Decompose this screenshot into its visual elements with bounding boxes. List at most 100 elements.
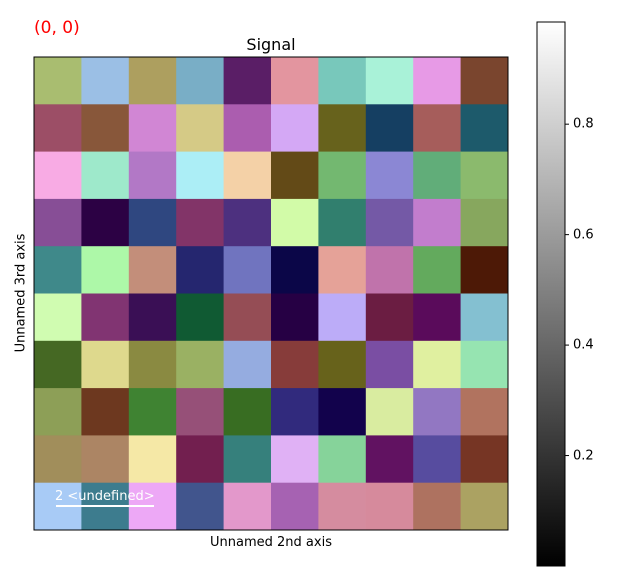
heatmap-cell-r5-c7 [365,293,414,342]
heatmap-cell-r1-c9 [460,104,509,153]
heatmap-cell-r1-c5 [271,104,319,153]
heatmap-cell-r6-c3 [176,340,225,389]
heatmap-cell-r8-c3 [176,435,225,484]
heatmap-cell-r7-c4 [223,388,272,436]
heatmap-cell-r2-c2 [128,151,177,200]
heatmap-cell-r1-c7 [365,104,414,153]
heatmap-cell-r2-c1 [81,151,130,200]
heatmap-cell-r4-c0 [34,246,82,294]
heatmap-cell-r3-c4 [223,198,272,247]
heatmap-cell-r0-c3 [176,57,225,105]
heatmap-cell-r8-c4 [223,435,272,484]
heatmap-cell-r6-c6 [318,340,367,389]
heatmap-cell-r5-c4 [223,293,272,342]
heatmap-cell-r8-c5 [271,435,319,484]
heatmap-cell-r3-c3 [176,198,225,247]
heatmap-cell-r6-c9 [460,340,509,389]
heatmap-cell-r0-c1 [81,57,130,105]
heatmap-cell-r3-c8 [413,198,462,247]
heatmap-cell-r3-c9 [460,198,509,247]
heatmap-cell-r2-c3 [176,151,225,200]
heatmap-cell-r4-c9 [460,246,509,294]
heatmap-cell-r6-c7 [365,340,414,389]
heatmap-cell-r9-c9 [460,482,509,531]
heatmap-cell-r0-c0 [34,57,82,105]
heatmap-cell-r2-c0 [34,151,82,200]
heatmap-cell-r9-c6 [318,482,367,531]
heatmap-cell-r4-c8 [413,246,462,294]
heatmap-cell-r0-c2 [128,57,177,105]
heatmap-cell-r4-c7 [365,246,414,294]
heatmap-cell-r5-c6 [318,293,367,342]
heatmap-cell-r2-c5 [271,151,319,200]
heatmap-cell-r0-c8 [413,57,462,105]
heatmap-cell-r6-c0 [34,340,82,389]
heatmap-cell-r8-c0 [34,435,82,484]
scalebar-label: 2 <undefined> [55,489,155,504]
heatmap-plot[interactable] [34,57,509,531]
heatmap-cell-r2-c6 [318,151,367,200]
heatmap-cell-r0-c7 [365,57,414,105]
heatmap-cell-r0-c9 [460,57,509,105]
heatmap-cell-r4-c5 [271,246,319,294]
y-axis-label: Unnamed 3rd axis [13,233,29,353]
heatmap-cell-r5-c0 [34,293,82,342]
heatmap-cell-r0-c6 [318,57,367,105]
heatmap-cell-r5-c3 [176,293,225,342]
heatmap-cell-r9-c4 [223,482,272,531]
heatmap-cell-r6-c2 [128,340,177,389]
heatmap-cell-r8-c7 [365,435,414,484]
colorbar-tick-label: 0.2 [573,448,594,464]
heatmap-cell-r5-c9 [460,293,509,342]
heatmap-cell-r5-c8 [413,293,462,342]
heatmap-cell-r0-c5 [271,57,319,105]
heatmap-cell-r4-c3 [176,246,225,294]
heatmap-cell-r7-c7 [365,388,414,436]
heatmap-cell-r7-c9 [460,388,509,436]
heatmap-cell-r1-c1 [81,104,130,153]
heatmap-cell-r3-c1 [81,198,130,247]
colorbar-tick-label: 0.6 [573,227,594,243]
heatmap-cell-r1-c8 [413,104,462,153]
heatmap-cell-r9-c5 [271,482,319,531]
heatmap-cell-r1-c0 [34,104,82,153]
heatmap-cell-r2-c4 [223,151,272,200]
scalebar-line [56,505,154,507]
heatmap-cell-r1-c2 [128,104,177,153]
heatmap-cell-r4-c2 [128,246,177,294]
heatmap-cell-r2-c9 [460,151,509,200]
heatmap-cell-r3-c5 [271,198,319,247]
plot-frame [33,56,509,531]
colorbar-tick-label: 0.8 [573,116,594,132]
heatmap-cell-r6-c1 [81,340,130,389]
heatmap-cell-r7-c3 [176,388,225,436]
heatmap-cell-r4-c4 [223,246,272,294]
heatmap-cell-r8-c8 [413,435,462,484]
heatmap-cell-r3-c6 [318,198,367,247]
heatmap-cell-r4-c1 [81,246,130,294]
heatmap-cell-r5-c5 [271,293,319,342]
heatmap-cell-r9-c7 [365,482,414,531]
coordinate-readout: (0, 0) [34,18,80,38]
heatmap-cell-r7-c6 [318,388,367,436]
heatmap-cell-r4-c6 [318,246,367,294]
heatmap-cell-r3-c0 [34,198,82,247]
heatmap-cell-r1-c6 [318,104,367,153]
colorbar [536,21,566,567]
chart-title: Signal [246,35,296,54]
heatmap-cell-r6-c4 [223,340,272,389]
heatmap-cell-r7-c8 [413,388,462,436]
heatmap-cell-r6-c5 [271,340,319,389]
heatmap-cell-r2-c7 [365,151,414,200]
heatmap-cell-r8-c6 [318,435,367,484]
heatmap-cell-r8-c1 [81,435,130,484]
heatmap-cell-r5-c2 [128,293,177,342]
heatmap-cell-r9-c3 [176,482,225,531]
heatmap-cell-r8-c9 [460,435,509,484]
heatmap-cell-r7-c5 [271,388,319,436]
heatmap-cell-r9-c8 [413,482,462,531]
colorbar-ticks [565,123,569,457]
heatmap-cell-r7-c0 [34,388,82,436]
heatmap-cell-r7-c2 [128,388,177,436]
